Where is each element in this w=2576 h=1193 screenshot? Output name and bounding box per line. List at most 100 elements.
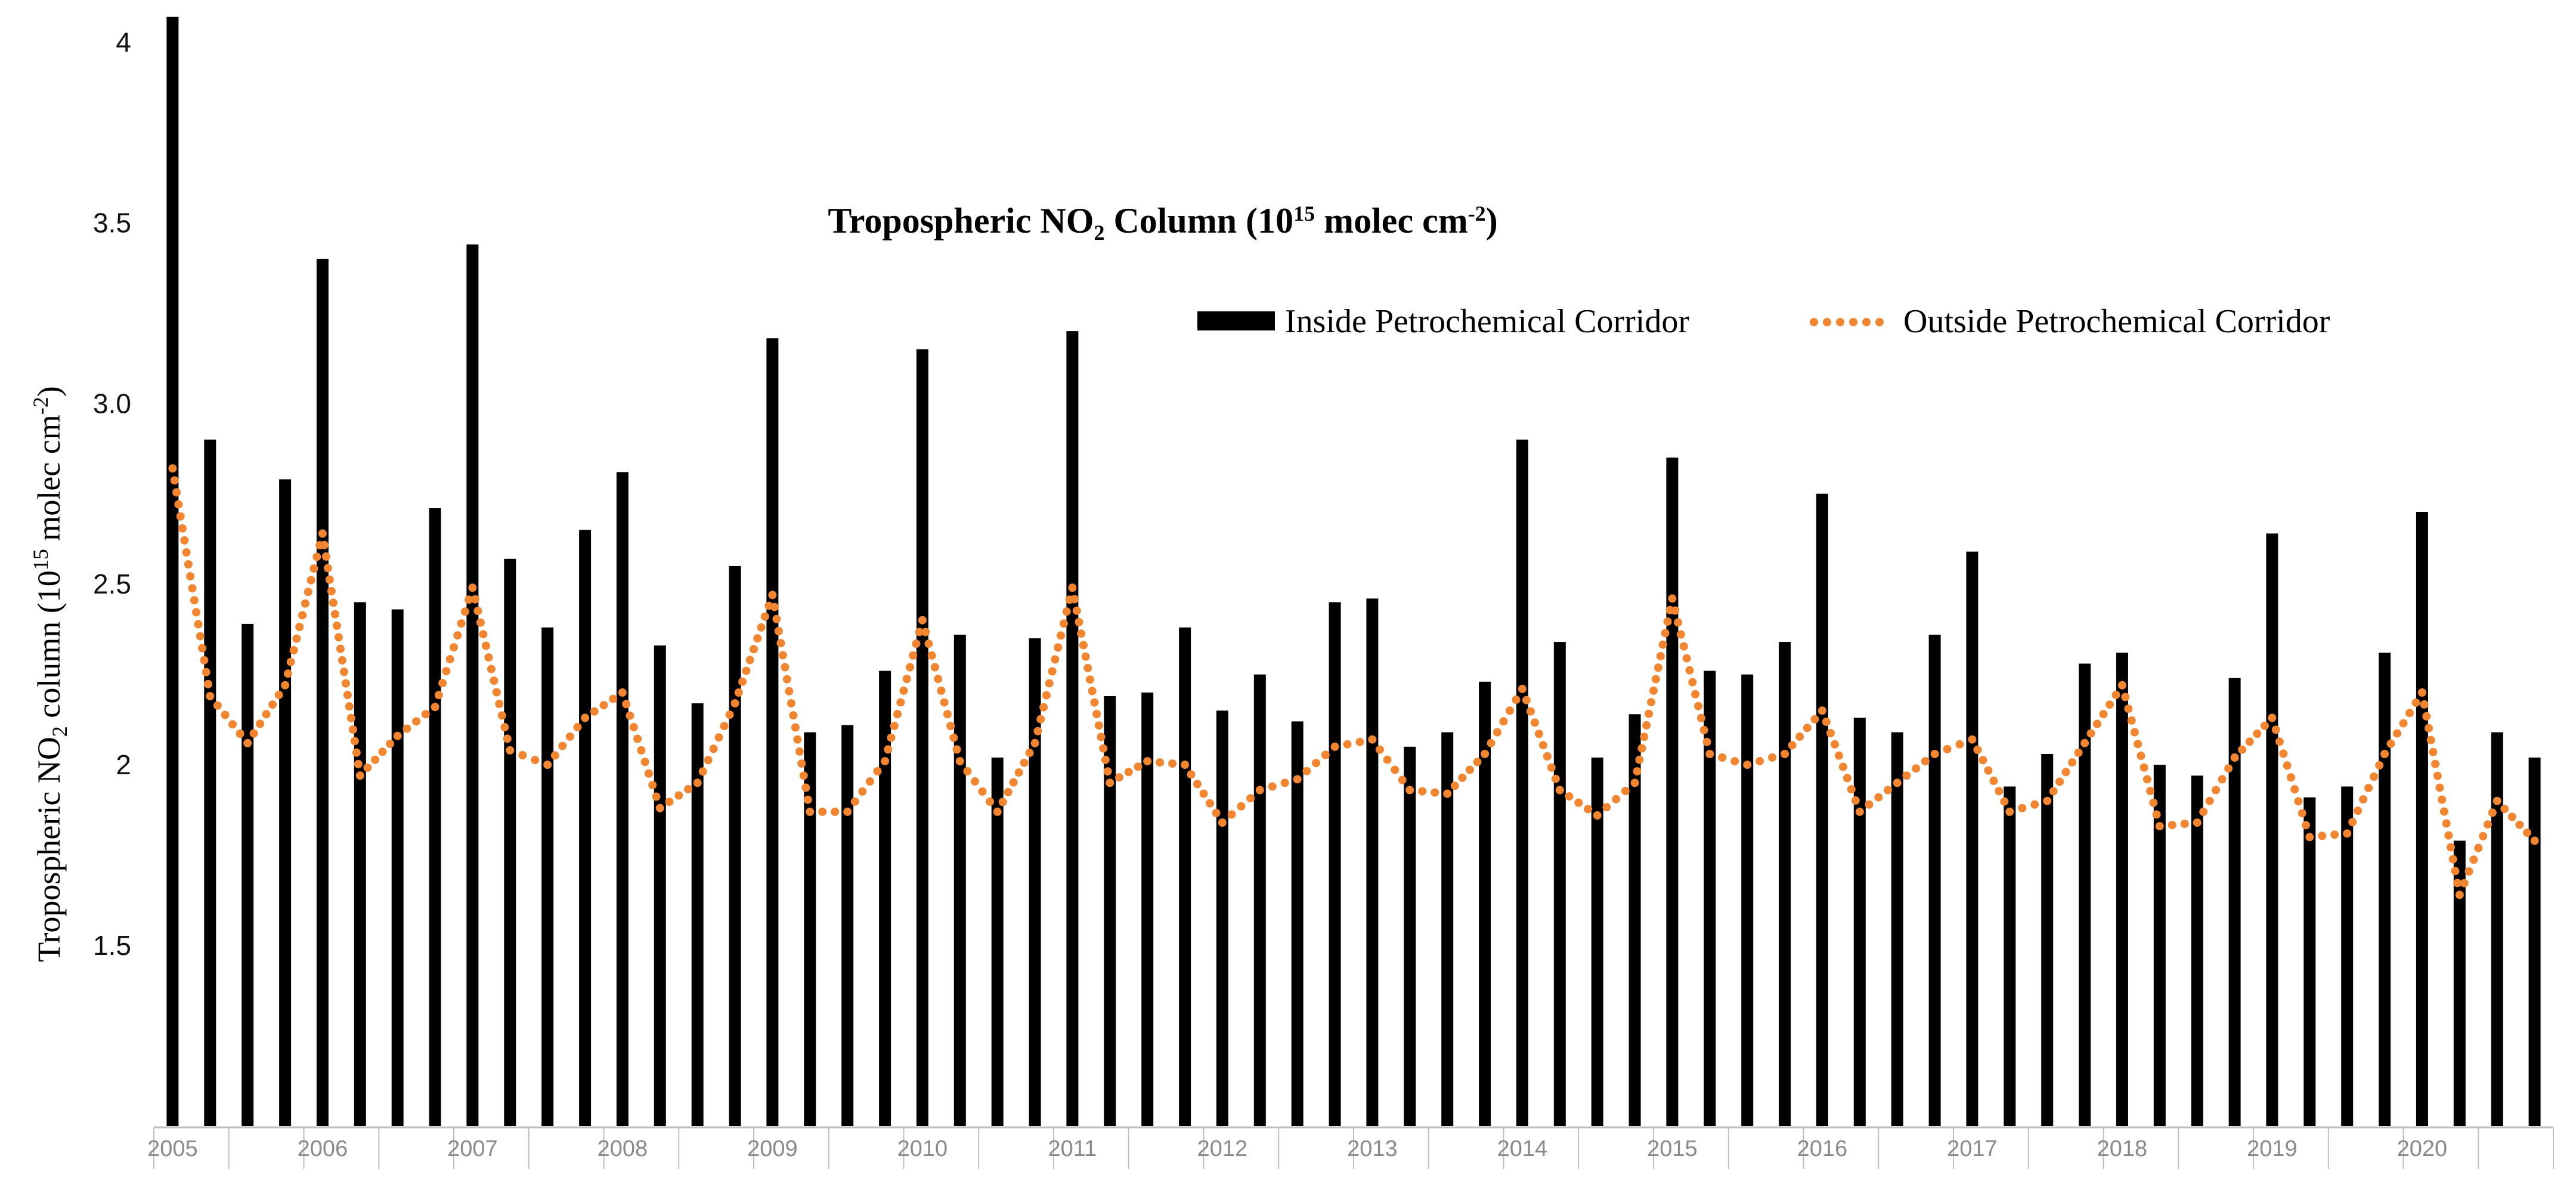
line-dot xyxy=(1676,630,1685,639)
line-dot xyxy=(1843,774,1852,783)
line-dot xyxy=(1376,745,1384,754)
line-dot xyxy=(930,663,939,672)
line-dot xyxy=(170,476,179,485)
line-dot xyxy=(304,588,312,596)
line-dot xyxy=(725,710,734,719)
line-dot xyxy=(2422,712,2431,721)
line-dot xyxy=(1499,717,1508,726)
line-dot xyxy=(2030,800,2039,809)
bar xyxy=(1891,732,1903,1126)
x-tick-label: 2014 xyxy=(1497,1136,1548,1161)
line-dot xyxy=(1059,619,1068,628)
line-dot xyxy=(204,679,212,688)
line-dot xyxy=(795,747,804,756)
line-dot xyxy=(2290,785,2299,794)
line-dot xyxy=(355,771,364,780)
line-dot xyxy=(1661,629,1670,638)
line-dot xyxy=(172,488,181,497)
bar xyxy=(729,565,741,1126)
line-dot xyxy=(1193,780,1202,789)
line-dot xyxy=(2425,724,2433,733)
line-dot xyxy=(698,767,707,776)
line-dot xyxy=(776,639,785,648)
line-dot xyxy=(757,623,766,632)
line-dot xyxy=(1086,675,1094,684)
line-dot xyxy=(2230,753,2239,762)
y-tick-label: 4 xyxy=(116,26,131,57)
line-dot xyxy=(2348,818,2357,827)
line-dot xyxy=(1103,767,1112,776)
bar xyxy=(766,338,779,1127)
line-dot xyxy=(2099,710,2108,719)
line-dot xyxy=(1702,737,1711,746)
legend: Inside Petrochemical Corridor Outside Pe… xyxy=(1197,303,2330,340)
line-dot xyxy=(1134,762,1143,771)
bar xyxy=(654,645,666,1126)
bar xyxy=(1666,458,1679,1127)
line-dot xyxy=(421,710,430,719)
line-dot xyxy=(787,699,795,708)
line-dot xyxy=(1865,800,1874,809)
line-dot xyxy=(791,723,800,732)
line-dot xyxy=(881,757,890,766)
line-dot xyxy=(1699,725,1708,734)
line-dot xyxy=(1818,706,1826,715)
line-dot xyxy=(1143,757,1152,766)
line-dot xyxy=(2218,775,2227,784)
line-dot xyxy=(309,564,318,573)
line-dot xyxy=(1718,753,1727,762)
legend-dot xyxy=(1875,318,1884,326)
bar xyxy=(1141,693,1154,1126)
line-dot xyxy=(352,748,361,757)
line-dot xyxy=(497,711,506,720)
line-dot xyxy=(720,722,729,731)
line-dot xyxy=(1398,775,1407,784)
line-dot xyxy=(734,688,743,697)
line-dot xyxy=(412,717,421,726)
line-dot xyxy=(1530,718,1539,727)
line-dot xyxy=(924,639,933,648)
line-dot xyxy=(186,572,195,581)
line-dot xyxy=(180,536,189,545)
line-dot xyxy=(1383,755,1392,764)
bar xyxy=(841,725,854,1126)
bar xyxy=(1628,714,1641,1126)
line-dot xyxy=(1077,629,1086,638)
line-dot xyxy=(803,795,812,804)
line-dot xyxy=(1391,765,1400,774)
line-dot xyxy=(1893,778,1902,787)
line-dot xyxy=(573,723,582,732)
line-dot xyxy=(1658,640,1667,649)
line-dot xyxy=(753,634,762,643)
line-dot xyxy=(2193,818,2202,827)
line-dot xyxy=(1090,698,1099,707)
line-dot xyxy=(1101,755,1110,764)
line-dot xyxy=(1943,744,1952,753)
line-dot xyxy=(200,656,209,665)
line-dot xyxy=(1343,740,1352,749)
line-dot xyxy=(194,620,203,629)
line-dot xyxy=(274,691,283,699)
line-dot xyxy=(2111,691,2120,699)
bar xyxy=(579,530,592,1126)
bar xyxy=(991,758,1004,1126)
line-dot xyxy=(1020,758,1029,767)
line-dot xyxy=(1612,795,1621,803)
bar xyxy=(1066,331,1079,1126)
line-dot xyxy=(2469,855,2478,864)
line-dot xyxy=(915,628,924,636)
line-dot xyxy=(198,644,207,653)
line-dot xyxy=(2380,750,2389,758)
line-dot xyxy=(770,602,779,611)
line-dot xyxy=(1663,617,1672,626)
line-dot xyxy=(503,734,512,743)
line-dot xyxy=(952,745,961,754)
line-dot xyxy=(336,644,345,653)
line-dot xyxy=(581,713,590,722)
line-dot xyxy=(190,596,199,605)
line-dot xyxy=(946,722,955,730)
line-dot xyxy=(1014,768,1023,777)
line-dot xyxy=(295,623,304,631)
line-dot xyxy=(760,612,769,621)
line-dot xyxy=(1649,686,1658,695)
